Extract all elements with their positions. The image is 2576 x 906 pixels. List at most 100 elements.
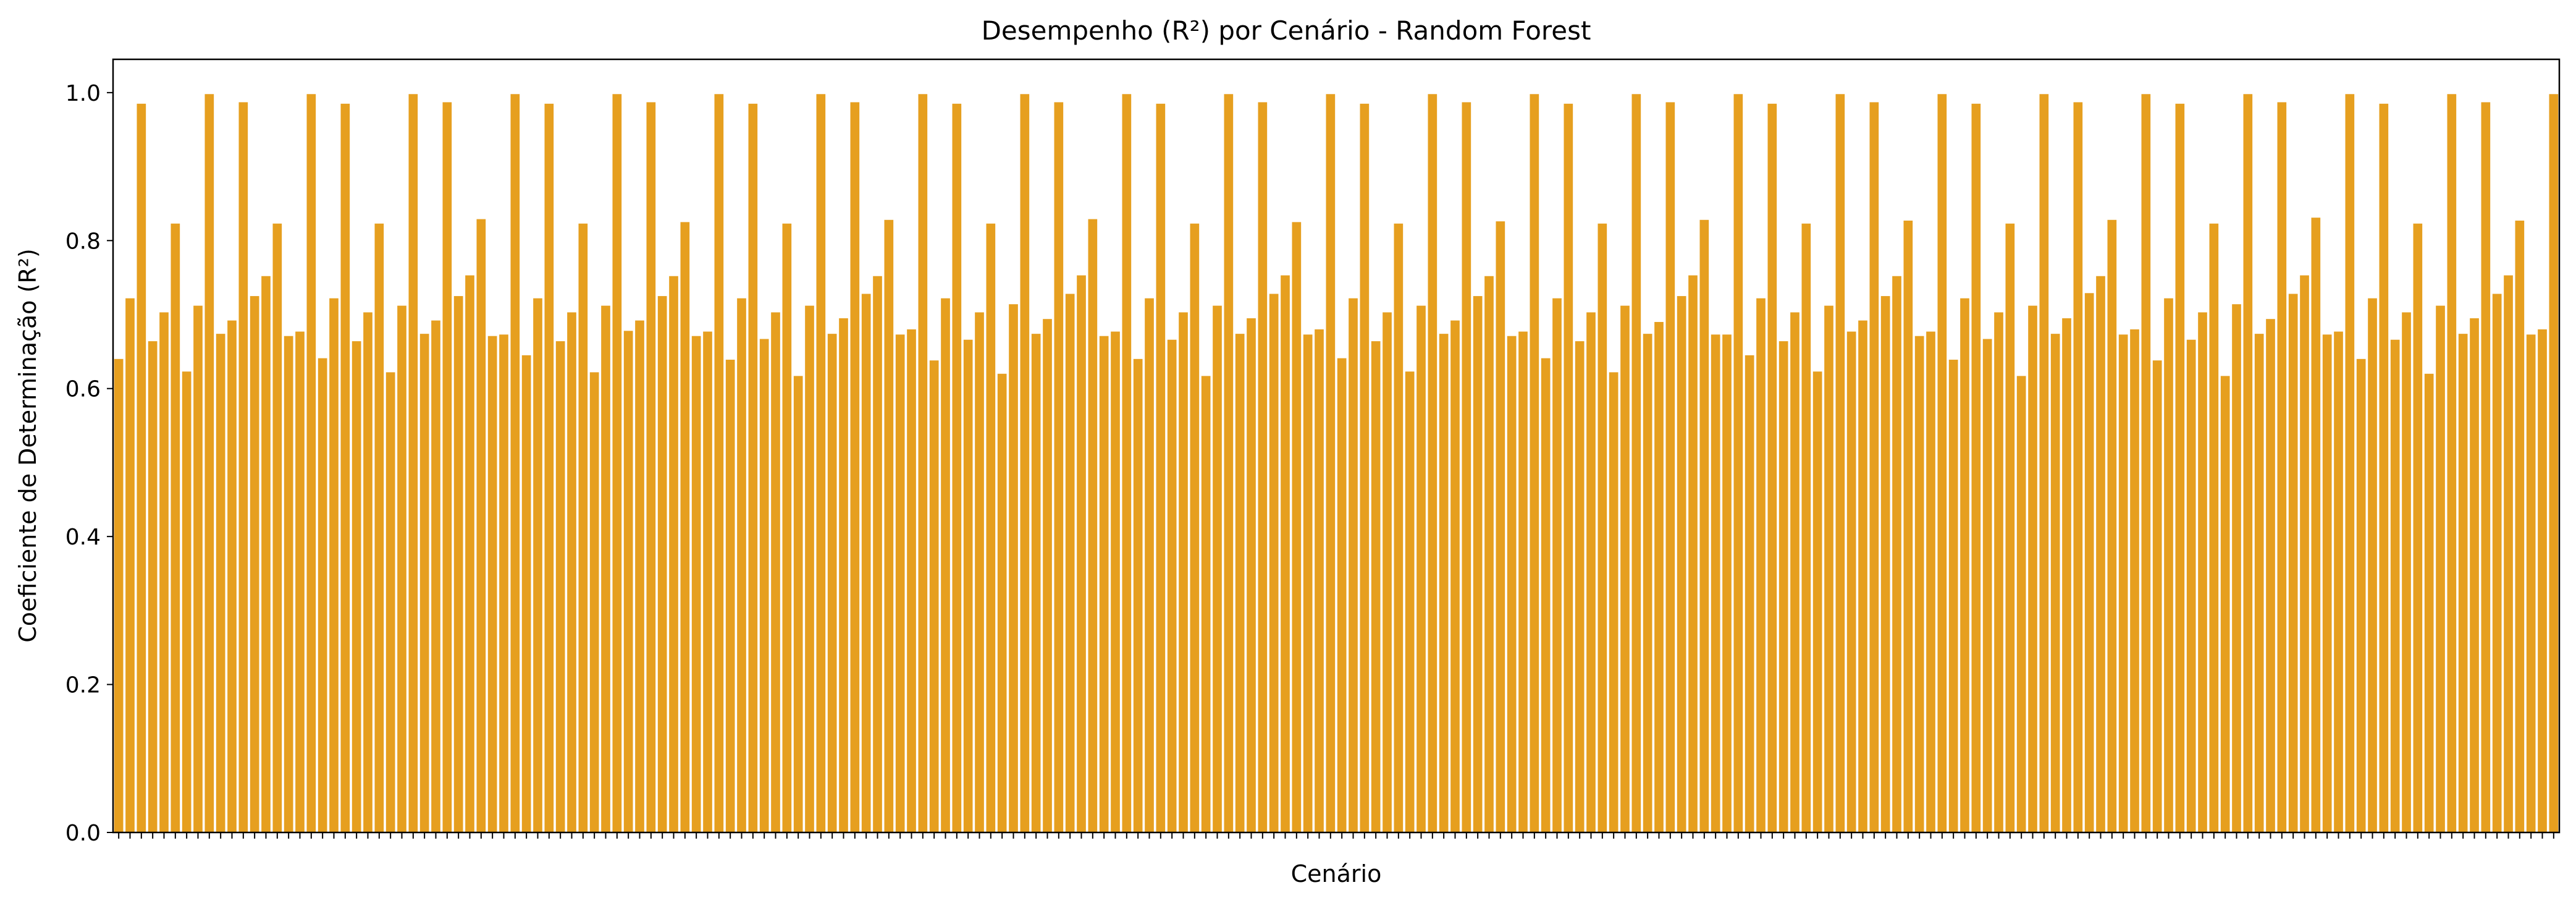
bar — [1711, 334, 1720, 832]
bar — [1167, 339, 1177, 832]
bar — [1892, 276, 1901, 832]
bar — [680, 222, 690, 832]
bar — [1156, 103, 1166, 833]
bar — [578, 223, 588, 832]
bar — [1846, 331, 1856, 832]
bar — [1088, 219, 1098, 833]
y-tick-label: 0.4 — [65, 525, 101, 550]
bar — [1903, 220, 1913, 833]
bar — [1994, 312, 2003, 832]
bar — [986, 223, 996, 832]
bar — [2096, 276, 2105, 832]
bar — [873, 276, 882, 832]
bar — [1213, 305, 1222, 832]
bar — [1880, 296, 1890, 833]
bar — [1462, 102, 1471, 833]
bar — [997, 373, 1007, 832]
bar — [601, 305, 610, 832]
bar — [306, 94, 316, 832]
bar — [782, 223, 792, 832]
bar — [1133, 358, 1143, 832]
bar — [318, 358, 327, 832]
bar — [2390, 339, 2400, 832]
bar — [975, 312, 984, 832]
bar — [419, 334, 429, 832]
bar — [2118, 334, 2128, 832]
bar — [1360, 103, 1370, 833]
bar — [431, 320, 440, 832]
bar — [1054, 102, 1064, 833]
bar — [952, 103, 962, 833]
bar — [1733, 94, 1743, 832]
bar — [2005, 223, 2015, 832]
bar — [2152, 360, 2162, 832]
bar — [250, 296, 259, 833]
bar — [1349, 298, 1358, 832]
bar — [159, 312, 169, 832]
bar — [635, 320, 644, 832]
bar — [816, 94, 826, 832]
bar — [385, 372, 395, 832]
bar — [1801, 223, 1811, 832]
bar — [499, 334, 508, 832]
bar — [963, 339, 973, 832]
bar — [1077, 275, 1086, 832]
bar — [170, 223, 180, 832]
bar — [1405, 371, 1415, 832]
bar — [2277, 102, 2287, 833]
bar — [1428, 94, 1437, 832]
bar — [2504, 275, 2513, 832]
bar — [2481, 102, 2491, 833]
bar — [2436, 305, 2445, 832]
bar — [533, 298, 542, 832]
bar — [442, 102, 452, 833]
bar — [1507, 336, 1517, 832]
bar — [1812, 371, 1822, 832]
bar — [1643, 334, 1652, 832]
bar — [2402, 312, 2411, 832]
bar — [1858, 320, 1867, 832]
bar — [182, 371, 192, 832]
bar — [2549, 94, 2559, 832]
bar — [510, 94, 520, 832]
bar — [1111, 331, 1120, 832]
bar — [1009, 304, 1018, 832]
bar — [1597, 223, 1607, 832]
bar — [895, 334, 905, 832]
bar — [204, 94, 214, 832]
y-tick-label: 0.8 — [65, 229, 101, 254]
bar — [2220, 376, 2230, 832]
bar — [2028, 305, 2037, 832]
bar — [1688, 275, 1698, 832]
bar — [1699, 219, 1709, 832]
bar — [1518, 331, 1528, 832]
bar — [2288, 294, 2298, 832]
bar — [827, 334, 837, 832]
bar — [805, 305, 814, 832]
x-axis-label: Cenário — [1291, 860, 1382, 887]
bar — [1031, 334, 1041, 832]
bar — [714, 94, 724, 832]
bar — [2186, 339, 2196, 832]
bar — [1575, 341, 1585, 832]
bar — [839, 318, 848, 832]
bar — [555, 341, 565, 832]
bar — [1948, 360, 1958, 832]
bar — [1383, 312, 1392, 832]
bar — [1326, 94, 1336, 832]
bar — [1960, 298, 1969, 832]
bar — [1439, 334, 1449, 832]
bar — [2356, 358, 2366, 832]
bar — [1224, 94, 1234, 832]
bar — [907, 329, 916, 832]
bar — [1020, 94, 1030, 832]
bar — [703, 331, 712, 832]
bar — [1767, 103, 1777, 833]
bar — [238, 102, 248, 833]
bar — [2526, 334, 2536, 832]
bar — [1190, 223, 1200, 832]
bar — [657, 296, 667, 833]
y-tick-label: 1.0 — [65, 81, 101, 106]
bar — [589, 372, 599, 832]
bar — [2458, 334, 2468, 832]
